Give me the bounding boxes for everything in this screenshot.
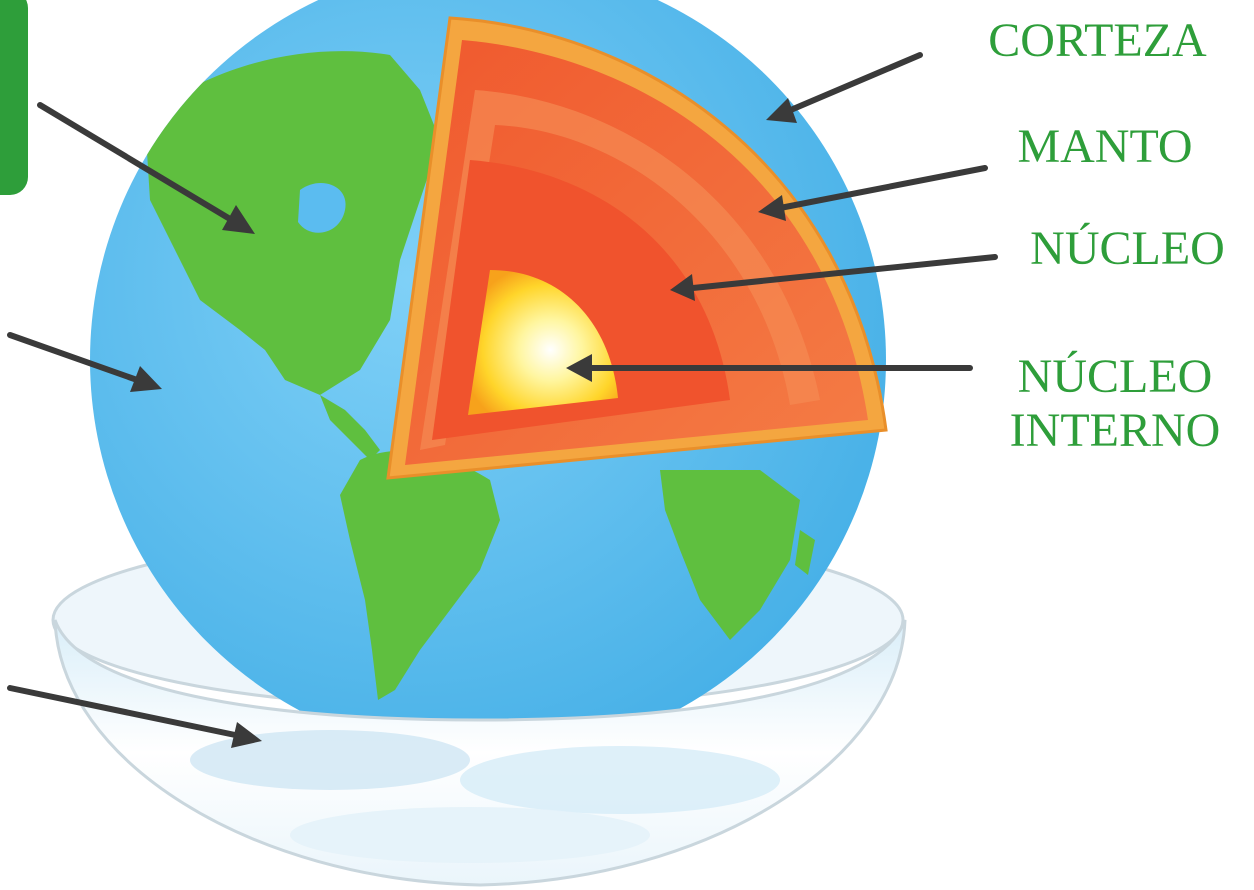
central-america — [320, 395, 380, 460]
globe — [90, 0, 888, 758]
atmosphere-bowl — [53, 619, 907, 887]
mantle-band — [420, 90, 820, 450]
label-crust: CORTEZA — [988, 14, 1207, 67]
pointer-arrows — [7, 52, 998, 748]
label-inner-core: NÚCLEO INTERNO — [995, 350, 1235, 458]
arrow-hydrosphere — [7, 332, 162, 392]
label-inner-core-line1: NÚCLEO — [1017, 350, 1213, 403]
label-core: NÚCLEO — [1030, 222, 1225, 275]
arrow-crust — [766, 52, 923, 123]
arrow-core — [670, 254, 998, 301]
cloud-wisp — [290, 807, 650, 863]
hudson-bay — [298, 182, 346, 233]
inner-core-layer — [468, 270, 618, 415]
interior-cutaway — [386, 16, 888, 480]
arrow-mantle — [758, 165, 988, 221]
arrow-inner-core — [566, 354, 973, 382]
madagascar — [795, 530, 815, 575]
arrow-lithosphere — [37, 102, 255, 234]
green-tab — [0, 0, 28, 195]
cloud-wisp — [460, 746, 780, 814]
africa — [660, 470, 800, 640]
label-mantle: MANTO — [1017, 120, 1193, 173]
south-america — [340, 450, 500, 700]
arrow-atmosphere — [7, 685, 262, 748]
north-america — [145, 51, 440, 395]
cloud-wisp — [190, 730, 470, 790]
label-inner-core-line2: INTERNO — [1009, 404, 1221, 457]
